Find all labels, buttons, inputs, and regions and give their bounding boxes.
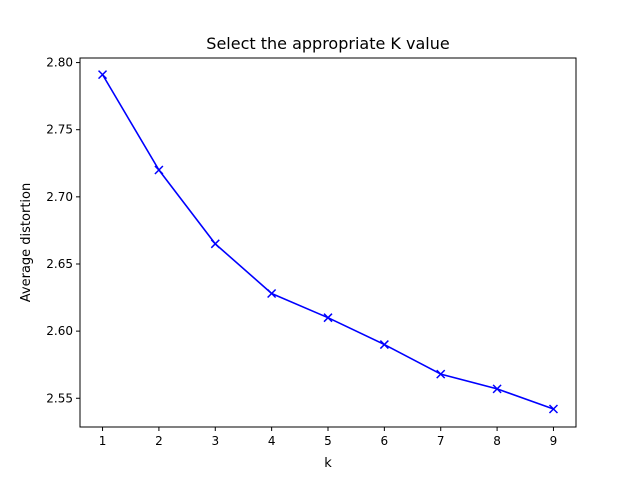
data-point-marker (98, 70, 108, 80)
y-tick-label: 2.65 (46, 257, 73, 271)
data-point-marker (436, 369, 446, 379)
x-tick-label: 2 (155, 434, 163, 448)
y-axis-label: Average distortion (19, 183, 34, 302)
x-tick-label: 8 (493, 434, 501, 448)
x-tick-label: 1 (99, 434, 107, 448)
data-point-marker (210, 239, 220, 249)
y-tick-label: 2.60 (46, 324, 73, 338)
x-tick-label: 9 (550, 434, 558, 448)
y-tick-label: 2.75 (46, 123, 73, 137)
x-tick-label: 4 (268, 434, 276, 448)
axis-ticks: 1 2 3 4 5 6 7 8 9 2.55 2.60 2.65 2.70 2.75 2.80 (46, 56, 557, 448)
series-layer (98, 70, 558, 414)
data-point-marker (267, 288, 277, 299)
x-tick-label: 6 (381, 434, 389, 448)
y-tick-label: 2.80 (46, 56, 73, 70)
x-tick-label: 3 (211, 434, 219, 448)
data-point-marker (379, 340, 389, 350)
data-point-marker (548, 404, 558, 414)
y-tick-label: 2.70 (46, 190, 73, 204)
chart-title: Select the appropriate K value (206, 34, 449, 53)
x-axis-label: k (324, 456, 332, 471)
x-tick-label: 5 (324, 434, 332, 448)
y-tick-label: 2.55 (46, 391, 73, 405)
data-point-marker (154, 165, 164, 175)
x-tick-label: 7 (437, 434, 445, 448)
plot-frame (79, 57, 577, 428)
data-point-marker (492, 384, 502, 394)
data-point-marker (323, 313, 333, 323)
